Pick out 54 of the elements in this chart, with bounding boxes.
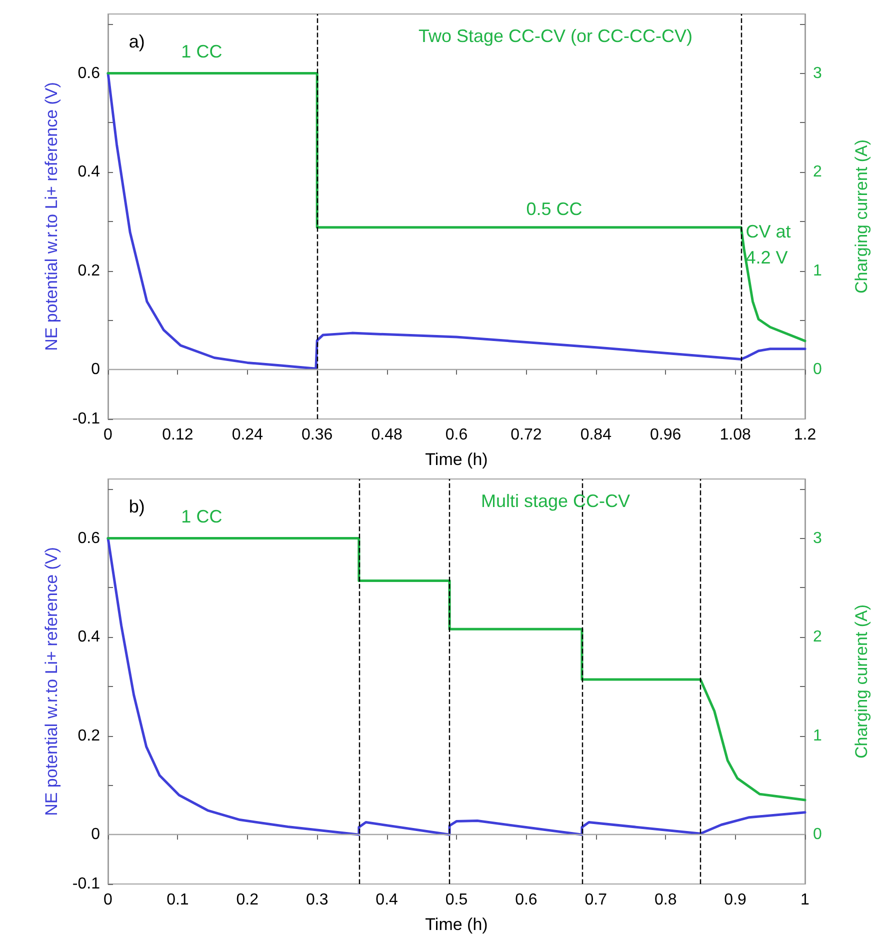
y2-tick-label: 0 <box>813 361 822 378</box>
y2-axis-title: Charging current (A) <box>852 139 871 294</box>
x-tick-label: 1 <box>800 892 810 908</box>
annotation: 0.5 CC <box>526 199 582 220</box>
y-tick-label: 0.4 <box>78 164 100 181</box>
x-tick-label: 0.84 <box>580 426 612 444</box>
y2-tick-label: 2 <box>813 628 822 646</box>
x-tick-label: 1.2 <box>794 426 816 444</box>
x-tick-label: 0.9 <box>724 892 747 908</box>
x-tick-label: 0.5 <box>445 892 468 908</box>
y2-tick-label: 3 <box>813 530 822 547</box>
y-tick-label: 0.2 <box>78 727 100 744</box>
x-tick-label: 0.8 <box>654 892 677 908</box>
x-tick-label: 0.72 <box>510 426 542 444</box>
x-tick-label: 0.4 <box>376 892 398 908</box>
y2-tick-label: 1 <box>813 262 822 280</box>
y2-tick-label: 1 <box>813 727 822 744</box>
x-tick-label: 0.48 <box>371 426 402 444</box>
text: Two Stage CC-CV (or CC-CC-CV) <box>418 26 693 46</box>
y-tick-label: -0.1 <box>72 410 100 428</box>
annotation: 1 CC <box>181 506 222 527</box>
x-axis-title: Time (h) <box>425 915 488 934</box>
x-tick-label: 0.36 <box>302 426 333 444</box>
x-tick-label: 0.96 <box>650 426 682 444</box>
y-axis-title: NE potential w.r.to Li+ reference (V) <box>42 547 61 816</box>
y2-tick-label: 3 <box>813 64 822 82</box>
y2-tick-label: 0 <box>813 826 822 844</box>
y-axis-title: NE potential w.r.to Li+ reference (V) <box>42 82 61 351</box>
y-tick-label: 0.6 <box>78 530 100 547</box>
y2-axis-title: Charging current (A) <box>852 604 871 759</box>
x-tick-label: 0 <box>104 426 113 444</box>
annotation: 1 CC <box>181 42 222 62</box>
y-tick-label: 0 <box>91 826 100 844</box>
x-tick-label: 0.1 <box>166 892 189 908</box>
text: Multi stage CC-CV <box>480 491 630 511</box>
x-tick-label: 0.6 <box>515 892 538 908</box>
x-tick-label: 0.24 <box>232 426 264 444</box>
x-tick-label: 0.12 <box>162 426 194 444</box>
y-tick-label: 0 <box>91 361 100 378</box>
x-tick-label: 0.6 <box>445 426 468 444</box>
x-tick-label: 0.3 <box>306 892 328 908</box>
y-tick-label: 0.2 <box>78 262 100 280</box>
y-tick-label: -0.1 <box>72 876 100 892</box>
x-axis-title: Time (h) <box>425 450 488 469</box>
y-tick-label: 0.4 <box>78 628 100 646</box>
annotation: CV at 4.2 V <box>746 222 791 268</box>
x-tick-label: 0 <box>104 892 113 908</box>
y2-tick-label: 2 <box>813 164 822 181</box>
x-tick-label: 1.08 <box>720 426 751 444</box>
annotation: a) <box>128 31 145 52</box>
x-tick-label: 0.2 <box>236 892 259 908</box>
annotation: b) <box>128 496 145 516</box>
x-tick-label: 0.7 <box>584 892 608 908</box>
y-tick-label: 0.6 <box>78 64 100 82</box>
